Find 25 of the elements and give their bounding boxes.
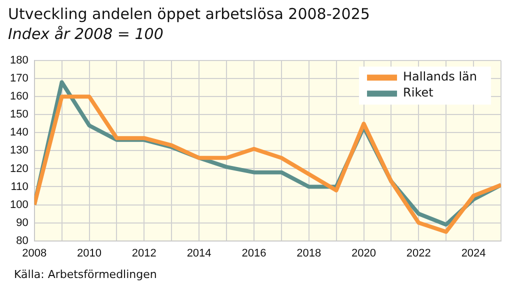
x-tick-label: 2018 [296, 247, 322, 260]
chart-subtitle: Index år 2008 = 100 [8, 24, 164, 44]
y-tick-label: 130 [10, 144, 28, 157]
y-tick-label: 170 [10, 72, 28, 85]
x-tick-label: 2012 [132, 247, 156, 260]
x-tick-label: 2008 [22, 247, 47, 260]
y-tick-label: 140 [10, 126, 28, 139]
x-tick-label: 2016 [242, 247, 266, 260]
x-tick-label: 2022 [406, 247, 431, 260]
legend-label: Hallands län [403, 70, 478, 84]
y-tick-label: 90 [16, 216, 28, 229]
x-tick-label: 2020 [352, 247, 376, 260]
y-tick-label: 80 [16, 234, 28, 247]
y-tick-label: 160 [10, 90, 28, 103]
x-tick-label: 2014 [186, 247, 212, 260]
chart-title: Utveckling andelen öppet arbetslösa 2008-2025 [8, 4, 370, 24]
y-tick-label: 100 [10, 198, 28, 211]
y-tick-label: 110 [10, 180, 28, 193]
x-tick-label: 2024 [461, 247, 486, 260]
y-tick-label: 180 [10, 54, 28, 67]
y-tick-label: 150 [10, 108, 28, 121]
text: Källa: Arbetsförmedlingen [14, 268, 157, 281]
y-tick-label: 120 [10, 162, 28, 175]
legend-label: Riket [403, 86, 434, 100]
x-tick-label: 2010 [77, 247, 102, 260]
